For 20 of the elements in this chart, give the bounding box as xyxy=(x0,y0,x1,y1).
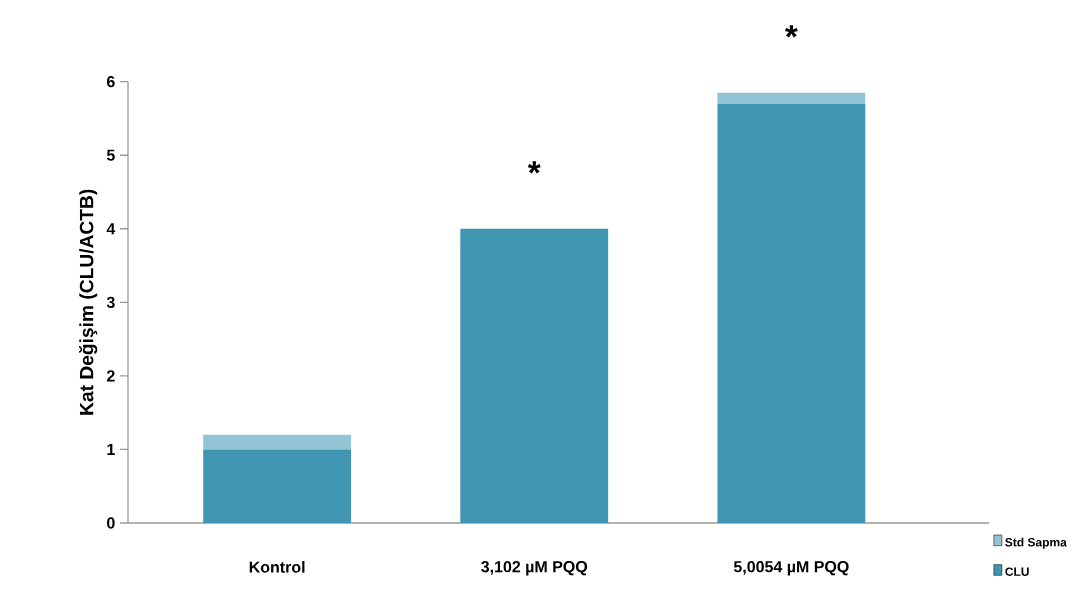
y-tick-label: 3 xyxy=(106,296,115,309)
x-tick-label: 3,102 µM PQQ xyxy=(481,561,588,576)
y-axis-title: Kat Değişim (CLU/ACTB) xyxy=(79,189,98,415)
bar xyxy=(717,92,866,104)
bar xyxy=(460,228,609,523)
x-tick-label: Kontrol xyxy=(249,561,305,573)
bar xyxy=(717,103,866,523)
x-tick-label: 5,0054 µM PQQ xyxy=(733,561,849,576)
bar xyxy=(203,434,352,450)
y-tick-label: 4 xyxy=(106,223,116,235)
y-tick-label: 1 xyxy=(107,443,115,455)
annotation: * xyxy=(527,161,541,174)
y-tick-label: 6 xyxy=(106,76,115,88)
y-tick-label: 2 xyxy=(106,370,115,382)
legend-label: CLU xyxy=(1005,567,1029,576)
bar xyxy=(203,449,352,523)
y-tick-label: 5 xyxy=(106,149,115,161)
y-tick-label: 0 xyxy=(107,517,115,529)
legend-label: Std Sapma xyxy=(1005,537,1067,549)
annotation: * xyxy=(785,25,798,38)
